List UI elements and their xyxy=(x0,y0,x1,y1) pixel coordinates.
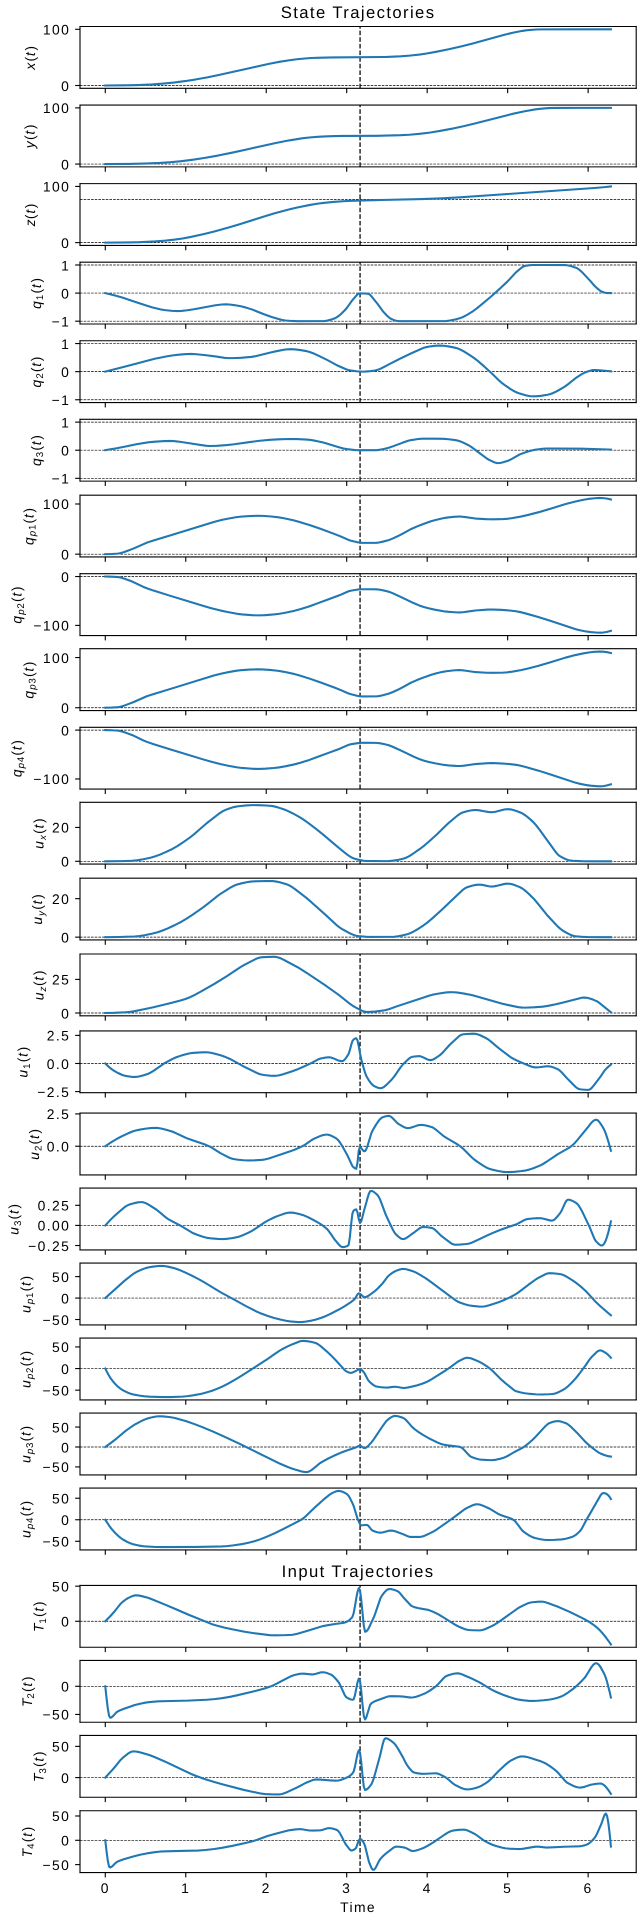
svg-text:1: 1 xyxy=(61,338,70,353)
svg-text:1: 1 xyxy=(61,259,70,274)
svg-text:0: 0 xyxy=(61,702,70,717)
svg-text:u t p 3: u t p 3 ( ) xyxy=(12,1424,38,1463)
svg-text:q t 3 (: q t 3 ( ) xyxy=(23,433,49,466)
svg-text:100: 100 xyxy=(43,181,70,196)
svg-text:u t x (: u t x ( ) xyxy=(26,816,52,849)
svg-text:0: 0 xyxy=(101,1882,110,1897)
svg-text:y t ( ): y t ( ) xyxy=(17,122,41,149)
svg-text:0: 0 xyxy=(61,1363,70,1378)
svg-text:0: 0 xyxy=(61,855,70,870)
svg-text:−1: −1 xyxy=(52,472,71,487)
svg-text:−1: −1 xyxy=(52,315,71,330)
svg-text:50: 50 xyxy=(52,1580,70,1595)
svg-text:−100: −100 xyxy=(33,773,70,788)
svg-text:0.0: 0.0 xyxy=(47,1140,70,1155)
svg-text:u t p 2: u t p 2 ( ) xyxy=(12,1349,38,1388)
svg-text:5: 5 xyxy=(503,1882,512,1897)
svg-text:100: 100 xyxy=(43,498,70,513)
svg-text:0: 0 xyxy=(61,548,70,563)
svg-text:0.25: 0.25 xyxy=(38,1199,71,1214)
svg-text:1: 1 xyxy=(181,1882,190,1897)
svg-text:100: 100 xyxy=(43,102,70,117)
svg-text:0: 0 xyxy=(61,287,70,302)
svg-text:State Trajectories: State Trajectories xyxy=(281,3,436,22)
svg-text:0: 0 xyxy=(61,1292,70,1307)
svg-text:−2.5: −2.5 xyxy=(37,1086,70,1101)
svg-text:50: 50 xyxy=(52,1810,70,1825)
svg-text:u t z (: u t z ( ) xyxy=(26,968,52,1000)
svg-text:q t 2 (: q t 2 ( ) xyxy=(23,354,49,387)
svg-text:50: 50 xyxy=(52,1421,70,1436)
svg-text:−50: −50 xyxy=(43,1384,71,1399)
svg-text:25: 25 xyxy=(52,974,70,989)
svg-text:0: 0 xyxy=(61,571,70,586)
svg-text:Input Trajectories: Input Trajectories xyxy=(282,1562,435,1581)
svg-text:0: 0 xyxy=(61,158,70,173)
svg-text:0: 0 xyxy=(61,1514,70,1529)
svg-text:100: 100 xyxy=(43,23,70,38)
svg-text:0.0: 0.0 xyxy=(47,1058,70,1073)
svg-text:−100: −100 xyxy=(33,620,70,635)
svg-text:u t 3 (: u t 3 ( ) xyxy=(1,1202,27,1235)
svg-text:z t ( ): z t ( ) xyxy=(17,201,41,227)
svg-text:50: 50 xyxy=(52,1341,70,1356)
svg-text:2.5: 2.5 xyxy=(47,1108,70,1123)
svg-text:50: 50 xyxy=(52,1741,70,1756)
svg-text:3: 3 xyxy=(342,1882,351,1897)
svg-text:q t 1 (: q t 1 ( ) xyxy=(23,276,49,309)
svg-text:q t p 2: q t p 2 ( ) xyxy=(4,584,30,623)
svg-text:0: 0 xyxy=(61,1834,70,1849)
svg-text:50: 50 xyxy=(52,1492,70,1507)
svg-text:q t p 1: q t p 1 ( ) xyxy=(15,506,41,545)
svg-text:0: 0 xyxy=(61,80,70,95)
svg-text:−1: −1 xyxy=(52,394,71,409)
svg-text:q t p 4: q t p 4 ( ) xyxy=(4,738,30,777)
svg-text:u t 1 (: u t 1 ( ) xyxy=(9,1045,35,1078)
svg-text:0: 0 xyxy=(61,1007,70,1022)
svg-text:−50: −50 xyxy=(43,1709,71,1724)
svg-text:−50: −50 xyxy=(43,1535,71,1550)
svg-text:0: 0 xyxy=(61,444,70,459)
svg-text:q t p 3: q t p 3 ( ) xyxy=(15,659,41,698)
svg-text:−0.25: −0.25 xyxy=(28,1240,70,1255)
svg-text:20: 20 xyxy=(52,893,70,908)
svg-text:100: 100 xyxy=(43,652,70,667)
svg-text:Time: Time xyxy=(340,1901,376,1916)
svg-text:6: 6 xyxy=(584,1882,593,1897)
svg-text:u t y (: u t y ( ) xyxy=(24,892,50,925)
svg-text:T t 1 (: T t 1 ( ) xyxy=(26,1599,52,1632)
svg-text:u t 2 (: u t 2 ( ) xyxy=(21,1127,47,1160)
svg-text:0: 0 xyxy=(61,1441,70,1456)
svg-text:u t p 4: u t p 4 ( ) xyxy=(12,1499,38,1538)
svg-text:T t 4 (: T t 4 ( ) xyxy=(14,1825,40,1858)
svg-text:T t 2 (: T t 2 ( ) xyxy=(14,1674,40,1707)
svg-text:4: 4 xyxy=(423,1882,432,1897)
svg-text:0: 0 xyxy=(61,237,70,252)
svg-text:0.00: 0.00 xyxy=(38,1220,71,1235)
svg-text:u t p 1: u t p 1 ( ) xyxy=(12,1274,38,1313)
svg-text:0: 0 xyxy=(61,1615,70,1630)
svg-text:2.5: 2.5 xyxy=(47,1030,70,1045)
svg-text:20: 20 xyxy=(52,822,70,837)
svg-text:T t 3 (: T t 3 ( ) xyxy=(26,1749,52,1782)
svg-text:0: 0 xyxy=(61,366,70,381)
svg-text:1: 1 xyxy=(61,416,70,431)
svg-text:−50: −50 xyxy=(43,1314,71,1329)
svg-text:−50: −50 xyxy=(43,1461,71,1476)
svg-text:0: 0 xyxy=(61,724,70,739)
svg-text:x t ( ): x t ( ) xyxy=(17,44,41,71)
svg-text:−50: −50 xyxy=(43,1859,71,1874)
svg-text:2: 2 xyxy=(262,1882,271,1897)
svg-text:0: 0 xyxy=(61,931,70,946)
svg-text:0: 0 xyxy=(61,1772,70,1787)
svg-text:50: 50 xyxy=(52,1271,70,1286)
svg-text:0: 0 xyxy=(61,1680,70,1695)
